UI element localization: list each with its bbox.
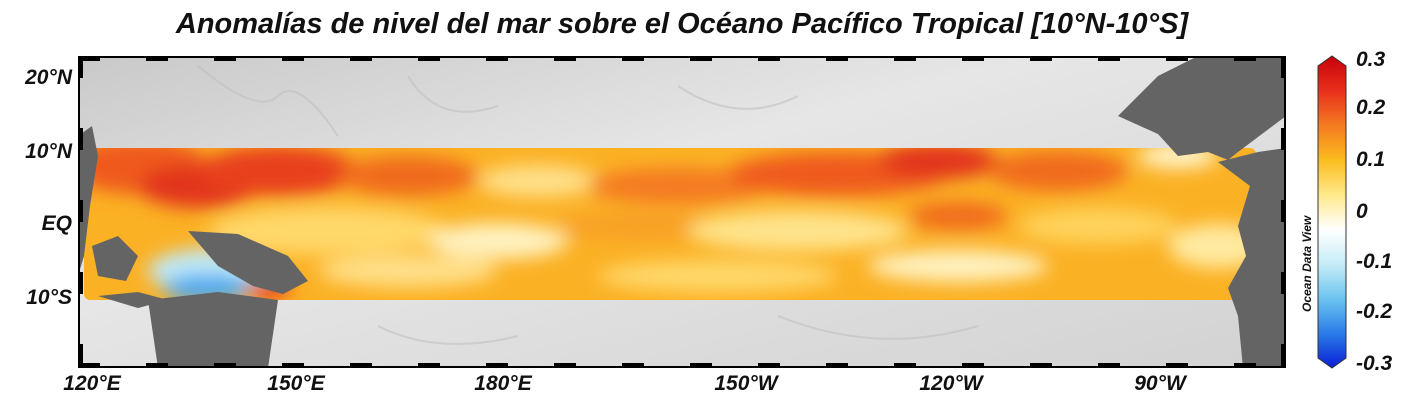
frame-segment — [1281, 56, 1286, 78]
frame-segment — [622, 56, 644, 61]
colorbar-tick-label: -0.1 — [1356, 250, 1393, 273]
frame-segment — [554, 56, 576, 61]
frame-segment — [1281, 128, 1286, 150]
frame-segment — [826, 363, 848, 368]
colorbar-tick-label: 0.2 — [1356, 96, 1386, 119]
frame-segment — [1281, 344, 1286, 366]
frame-segment — [894, 56, 916, 61]
frame-segment — [486, 363, 508, 368]
lat-tick-label: 20°N — [25, 66, 72, 89]
frame-segment — [690, 363, 712, 368]
frame-segment — [622, 363, 644, 368]
frame-segment — [78, 344, 83, 366]
frame-segment — [146, 363, 168, 368]
lon-tick-label: 150°W — [714, 372, 778, 395]
frame-segment — [78, 56, 83, 78]
frame-segment — [758, 363, 780, 368]
frame-segment — [1281, 200, 1286, 222]
frame-segment — [1030, 56, 1052, 61]
frame-segment — [350, 363, 372, 368]
frame-segment — [78, 128, 83, 150]
frame-segment — [962, 363, 984, 368]
lon-tick-label: 150°E — [267, 372, 325, 395]
lon-tick-label: 120°W — [919, 372, 983, 395]
frame-segment — [350, 56, 372, 61]
frame-segment — [486, 56, 508, 61]
land — [78, 56, 1286, 368]
frame-segment — [962, 56, 984, 61]
colorbar-tick-label: 0 — [1356, 200, 1368, 223]
frame-segment — [826, 56, 848, 61]
frame-segment — [214, 56, 236, 61]
lat-tick-label: 10°S — [26, 286, 72, 309]
frame-segment — [418, 56, 440, 61]
colorbar-tick-label: -0.2 — [1356, 300, 1393, 323]
colorbar-tick-label: 0.1 — [1356, 148, 1386, 171]
frame-segment — [1098, 363, 1120, 368]
frame-segment — [418, 363, 440, 368]
frame-segment — [1098, 56, 1120, 61]
frame-segment — [1234, 363, 1256, 368]
lat-tick-label: 10°N — [25, 140, 72, 163]
frame-segment — [78, 56, 100, 61]
frame-segment — [554, 363, 576, 368]
frame-segment — [282, 56, 304, 61]
frame-segment — [1166, 363, 1188, 368]
frame-segment — [1030, 363, 1052, 368]
frame-segment — [1281, 272, 1286, 294]
frame-segment — [78, 363, 100, 368]
sea-level-anomaly-map — [78, 56, 1286, 368]
frame-segment — [146, 56, 168, 61]
frame-segment — [1234, 56, 1256, 61]
lon-tick-label: 180°E — [474, 372, 532, 395]
frame-segment — [1166, 56, 1188, 61]
ocean-data-view-credit: Ocean Data View — [1300, 215, 1314, 312]
colorbar-tick-label: -0.3 — [1356, 352, 1393, 375]
frame-segment — [214, 363, 236, 368]
map-title: Anomalías de nivel del mar sobre el Océa… — [175, 8, 1189, 40]
frame-segment — [78, 272, 83, 294]
lon-tick-label: 90°W — [1134, 372, 1186, 395]
frame-segment — [690, 56, 712, 61]
anomaly-band — [84, 148, 1256, 300]
frame-segment — [894, 363, 916, 368]
colorbar — [1317, 55, 1347, 369]
lon-tick-label: 120°E — [63, 372, 121, 395]
colorbar-tick-label: 0.3 — [1356, 48, 1386, 71]
frame-segment — [758, 56, 780, 61]
frame-segment — [78, 200, 83, 222]
lat-tick-label: EQ — [41, 212, 72, 235]
frame-segment — [282, 363, 304, 368]
